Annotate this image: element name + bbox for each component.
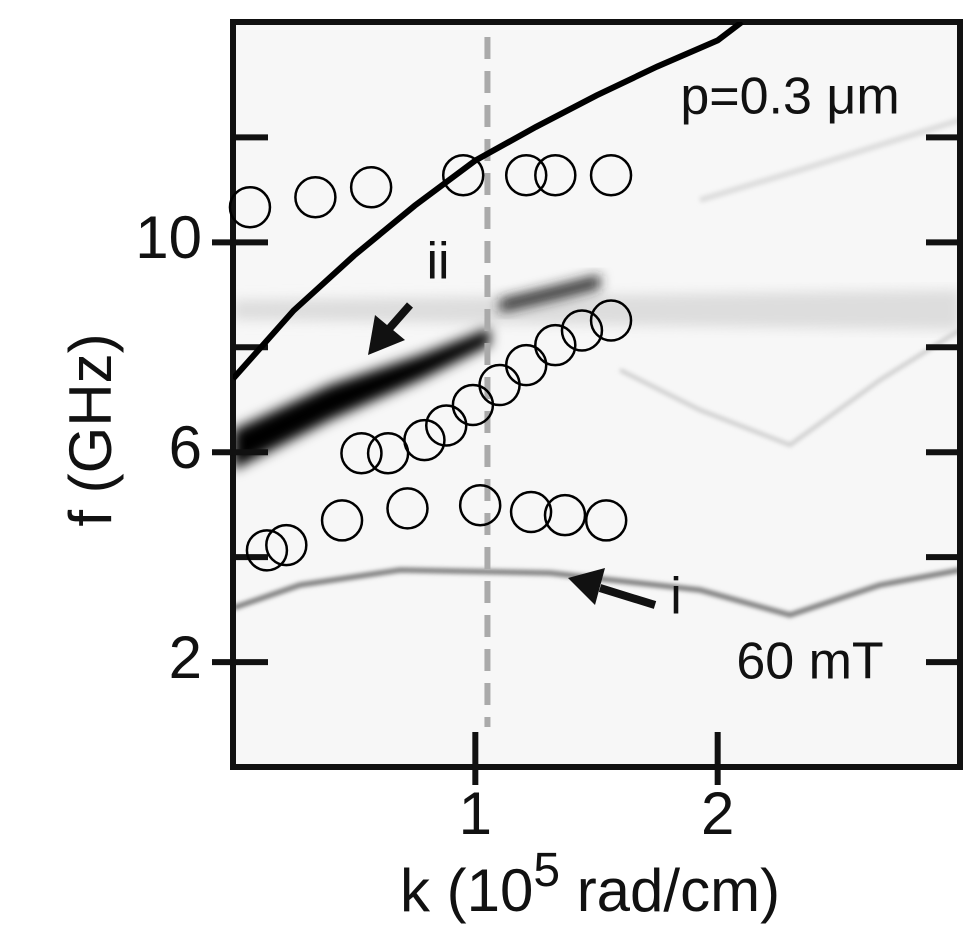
data-point: [504, 153, 548, 197]
data-point: [403, 418, 446, 462]
x-label-exponent: 5: [533, 844, 560, 897]
x-axis-label: k (105 rad/cm): [400, 844, 780, 924]
data-point: [340, 432, 383, 475]
arrows: [368, 302, 657, 609]
curve: [233, 22, 744, 381]
y-tick-label: 2: [169, 624, 202, 691]
annotation: i: [670, 568, 682, 626]
x-label-part: k (10: [400, 857, 533, 924]
data-point: [589, 299, 633, 342]
data-point: [245, 529, 289, 572]
data-point: [509, 490, 553, 534]
data-point: [425, 404, 468, 447]
data-point: [504, 343, 548, 387]
data-point: [458, 483, 502, 527]
data-point: [265, 523, 308, 567]
y-tick-label: 6: [169, 414, 202, 481]
annotation: ii: [426, 233, 449, 291]
x-tick-label: 2: [701, 780, 734, 847]
intensity-map: [233, 22, 960, 767]
y-tick-label: 10: [135, 204, 202, 271]
data-point: [589, 153, 633, 197]
data-point: [584, 499, 628, 542]
annotation: 60 mT: [736, 633, 883, 691]
annotation: p=0.3 μm: [680, 68, 899, 126]
data-point: [320, 499, 364, 542]
data-point: [294, 175, 337, 219]
data-point: [534, 323, 577, 367]
y-axis-label: f (GHz): [57, 333, 124, 526]
data-point: [441, 153, 485, 197]
data-point: [349, 166, 393, 209]
data-point: [386, 487, 429, 530]
x-label-part: rad/cm): [560, 857, 780, 924]
plot-frame: [230, 19, 963, 770]
data-point: [560, 309, 604, 352]
data-point: [543, 493, 587, 537]
data-point: [228, 185, 272, 229]
data-point: [534, 153, 577, 197]
x-tick-label: 1: [459, 780, 492, 847]
